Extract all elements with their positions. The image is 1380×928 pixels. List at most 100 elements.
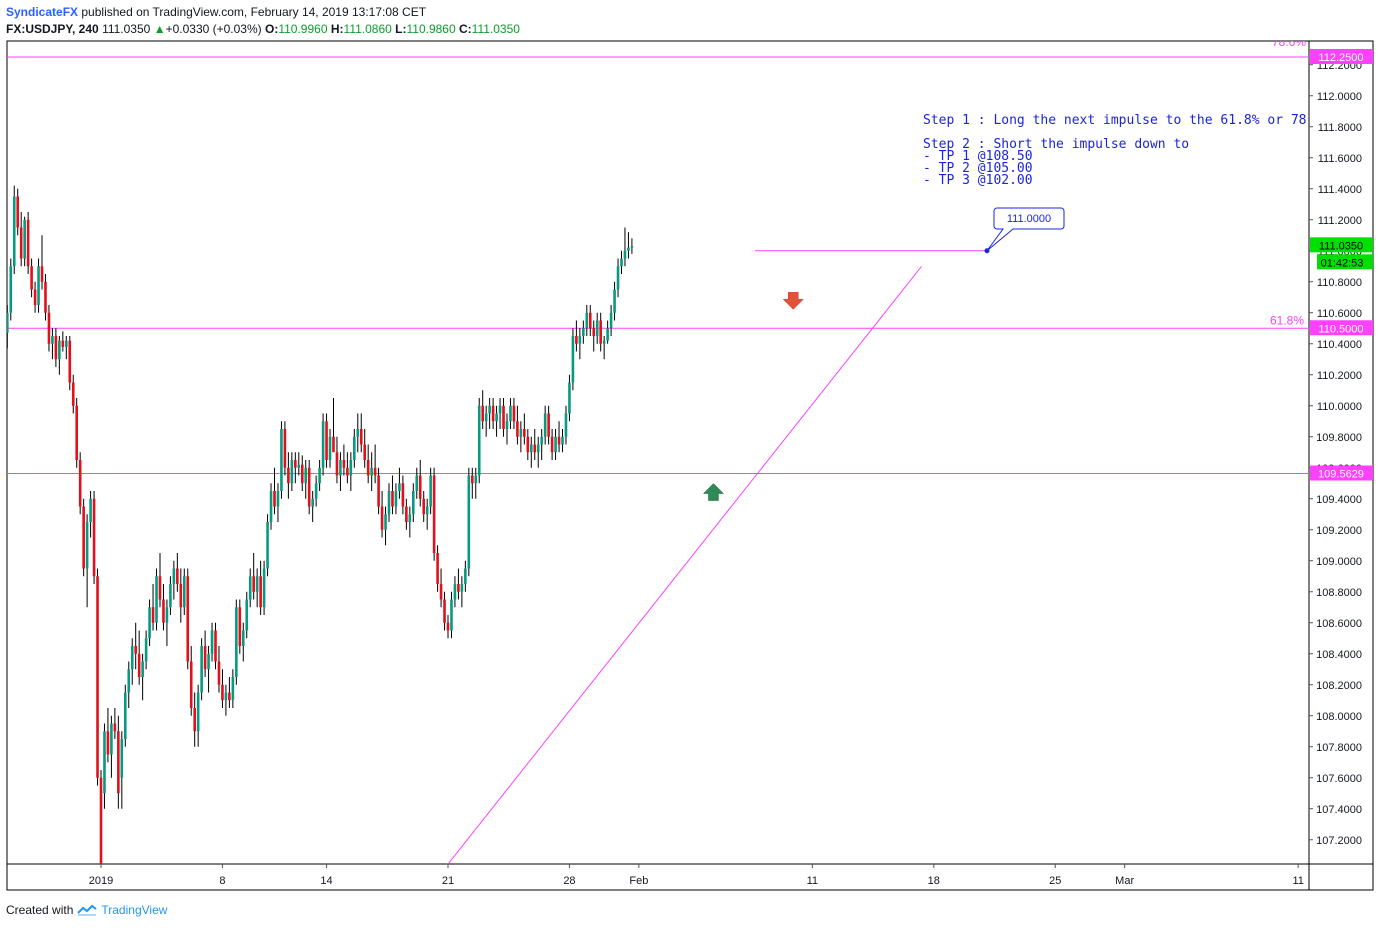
candle-body xyxy=(89,498,92,522)
candle-body xyxy=(65,340,68,347)
candle xyxy=(207,646,210,693)
candle-body xyxy=(602,340,606,344)
candle xyxy=(606,320,609,344)
tradingview-link[interactable]: TradingView xyxy=(101,903,168,917)
candle-body xyxy=(349,460,353,476)
candle-body xyxy=(335,452,339,476)
candle xyxy=(526,429,530,460)
candle-body xyxy=(40,266,44,282)
candle-body xyxy=(283,429,287,468)
candle-body xyxy=(630,246,634,248)
y-tick-label: 110.8000 xyxy=(1317,277,1362,289)
candle-body xyxy=(616,266,620,290)
candle xyxy=(151,584,155,631)
candle-body xyxy=(519,429,523,437)
candle xyxy=(44,274,47,321)
candle xyxy=(377,467,380,515)
candle-body xyxy=(217,661,221,685)
candle-body xyxy=(488,405,491,414)
candle-body xyxy=(47,312,51,344)
y-tick-label: 108.4000 xyxy=(1316,649,1362,661)
candle-body xyxy=(162,599,165,623)
candle xyxy=(255,568,259,608)
candle xyxy=(477,398,481,484)
candle-body xyxy=(391,491,394,507)
candle-body xyxy=(509,405,512,422)
candle-body xyxy=(620,258,623,267)
x-tick-label: 18 xyxy=(928,875,940,887)
candle-body xyxy=(405,506,408,522)
candle xyxy=(481,390,484,429)
candle xyxy=(26,212,30,274)
candle xyxy=(398,467,401,499)
candle-body xyxy=(436,553,439,584)
candle xyxy=(422,491,426,522)
candle-body xyxy=(106,731,110,755)
candle-body xyxy=(68,340,72,383)
candle-body xyxy=(332,436,335,453)
level-price-label: 112.2500 xyxy=(1318,52,1363,64)
candle-body xyxy=(557,436,561,445)
candle xyxy=(221,669,224,708)
symbol-label: FX:USDJPY, 240 xyxy=(6,22,99,36)
candle xyxy=(19,212,23,267)
high-label: H: xyxy=(330,22,344,36)
candle-body xyxy=(276,491,280,507)
candle-body xyxy=(429,475,432,507)
candle xyxy=(169,576,172,615)
candle-body xyxy=(512,405,516,422)
candle xyxy=(550,429,554,460)
candle-body xyxy=(300,464,304,484)
candle xyxy=(387,483,391,522)
candle xyxy=(401,475,405,515)
candle xyxy=(172,560,176,600)
y-tick-label: 111.2000 xyxy=(1318,215,1362,227)
level-price-tag xyxy=(1310,49,1373,64)
candle xyxy=(536,436,540,468)
candle xyxy=(613,281,616,321)
publish-line: SyndicateFX published on TradingView.com… xyxy=(6,5,426,19)
candle xyxy=(54,328,58,367)
fib-top-tag: 78.6% xyxy=(1272,35,1306,49)
x-tick-label: 28 xyxy=(563,875,575,887)
candle xyxy=(85,514,89,608)
candle xyxy=(491,398,495,429)
candle xyxy=(123,684,127,747)
candle xyxy=(68,336,72,391)
candle-body xyxy=(311,498,314,507)
candle xyxy=(179,568,183,623)
candle-body xyxy=(113,723,117,732)
candle-body xyxy=(78,460,82,507)
candle-body xyxy=(255,576,259,592)
candle xyxy=(509,398,512,429)
candle xyxy=(384,506,387,546)
candle xyxy=(224,684,228,716)
candle-body xyxy=(561,436,564,445)
candle-body xyxy=(158,576,162,600)
candle xyxy=(103,723,106,809)
candle-body xyxy=(169,584,172,608)
candle-body xyxy=(398,483,401,491)
candle xyxy=(602,336,606,360)
candle xyxy=(231,669,235,708)
candle-body xyxy=(477,405,481,476)
candle-body xyxy=(304,467,308,484)
candle-body xyxy=(502,405,505,429)
candle-body xyxy=(387,491,391,515)
candle xyxy=(592,320,596,352)
candle-body xyxy=(75,405,79,460)
candle-body xyxy=(307,467,311,507)
candle xyxy=(446,615,450,639)
y-tick-label: 109.4000 xyxy=(1316,494,1362,506)
annotation-text: - TP 2 @105.00 xyxy=(923,161,1033,176)
candle-body xyxy=(453,584,457,600)
publisher-name[interactable]: SyndicateFX xyxy=(6,5,79,19)
candle xyxy=(294,452,297,484)
candle xyxy=(467,467,471,577)
price-chart[interactable]: 78.6% 111.0000 Step 1 : Long the next impu… xyxy=(0,0,1380,900)
candle-body xyxy=(609,312,613,329)
candle xyxy=(561,429,564,453)
candle-body xyxy=(627,247,630,251)
candle-body xyxy=(547,413,550,437)
candle-body xyxy=(481,405,484,422)
